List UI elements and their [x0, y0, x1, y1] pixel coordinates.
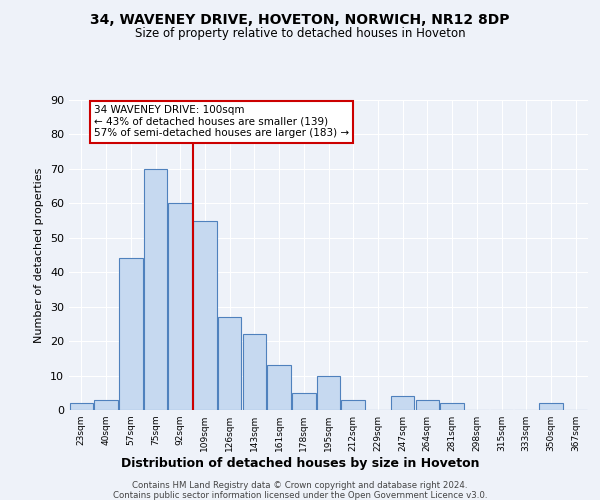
Bar — [317, 376, 340, 410]
Text: Size of property relative to detached houses in Hoveton: Size of property relative to detached ho… — [134, 28, 466, 40]
Bar — [539, 403, 563, 410]
Bar — [292, 393, 316, 410]
Text: Distribution of detached houses by size in Hoveton: Distribution of detached houses by size … — [121, 458, 479, 470]
Bar — [218, 317, 241, 410]
Text: 34 WAVENEY DRIVE: 100sqm
← 43% of detached houses are smaller (139)
57% of semi-: 34 WAVENEY DRIVE: 100sqm ← 43% of detach… — [94, 105, 349, 138]
Text: Contains HM Land Registry data © Crown copyright and database right 2024.: Contains HM Land Registry data © Crown c… — [132, 481, 468, 490]
Bar — [70, 403, 93, 410]
Bar — [193, 220, 217, 410]
Bar — [440, 403, 464, 410]
Y-axis label: Number of detached properties: Number of detached properties — [34, 168, 44, 342]
Bar — [119, 258, 143, 410]
Bar — [391, 396, 415, 410]
Bar — [416, 400, 439, 410]
Bar — [242, 334, 266, 410]
Bar — [94, 400, 118, 410]
Text: 34, WAVENEY DRIVE, HOVETON, NORWICH, NR12 8DP: 34, WAVENEY DRIVE, HOVETON, NORWICH, NR1… — [90, 12, 510, 26]
Bar — [341, 400, 365, 410]
Bar — [169, 204, 192, 410]
Bar — [144, 169, 167, 410]
Text: Contains public sector information licensed under the Open Government Licence v3: Contains public sector information licen… — [113, 491, 487, 500]
Bar — [268, 365, 291, 410]
